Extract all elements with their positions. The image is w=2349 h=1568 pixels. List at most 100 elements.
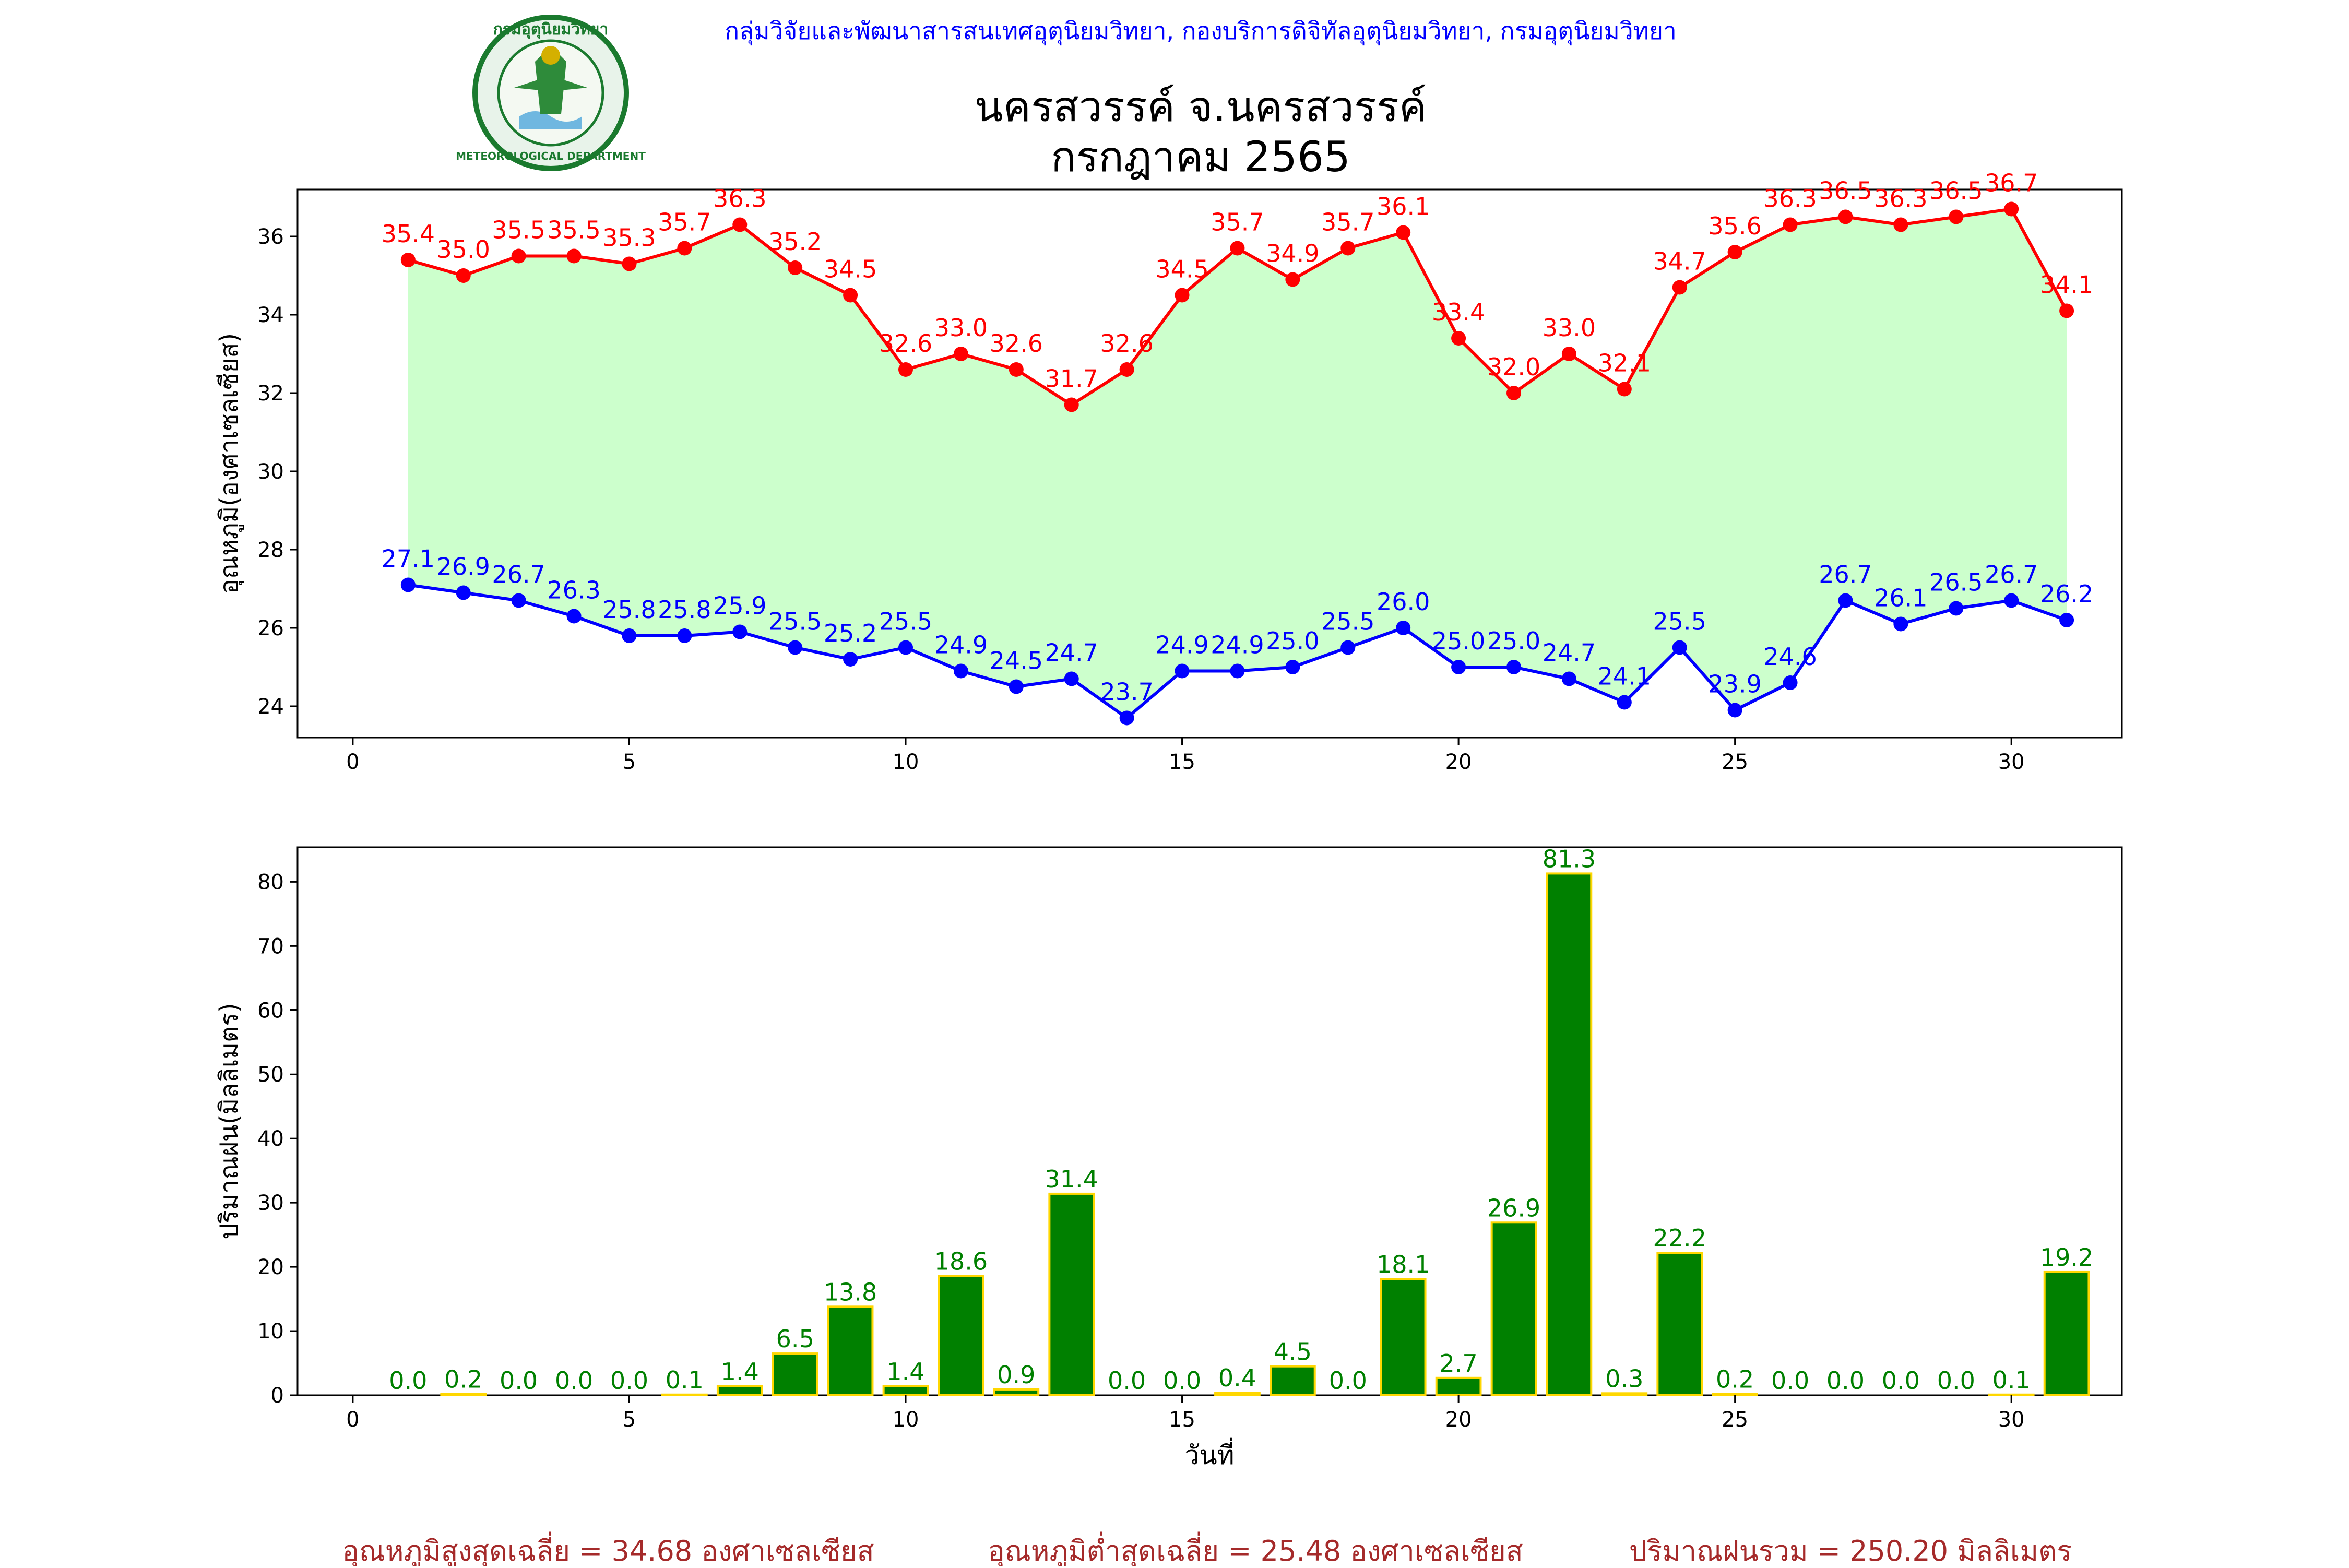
rainfall-bar-label: 1.4 — [721, 1358, 759, 1386]
rainfall-bar-label: 31.4 — [1045, 1165, 1098, 1193]
rainfall-bar — [1435, 1376, 1482, 1396]
max-temp-point — [1672, 280, 1687, 295]
rainfall-bar — [1380, 1278, 1427, 1396]
rainfall-bar-label: 18.1 — [1377, 1250, 1430, 1278]
max-temp-point — [677, 241, 692, 256]
min-temp-label: 25.8 — [602, 596, 656, 624]
min-temp-label: 25.0 — [1487, 627, 1540, 655]
temperature-ytick-layer: 24 26 28 30 32 34 36 — [257, 225, 298, 719]
min-temp-label: 25.5 — [879, 608, 932, 636]
min-temp-point — [2059, 613, 2074, 627]
max-temp-point — [1893, 217, 1908, 232]
min-temp-point — [788, 640, 803, 655]
rainfall-bar — [772, 1352, 818, 1397]
max-temp-point — [400, 253, 416, 267]
min-temp-label: 25.0 — [1266, 627, 1319, 655]
rainfall-bar-label: 0.0 — [1108, 1367, 1146, 1395]
max-temp-point — [898, 362, 913, 377]
max-temp-point — [843, 288, 858, 303]
min-temp-point — [1285, 660, 1300, 674]
rainfall-bar-label: 2.7 — [1440, 1349, 1478, 1377]
min-temp-label: 24.6 — [1763, 643, 1817, 671]
chart-title: นครสวรรค์ จ.นครสวรรค์ — [975, 82, 1427, 131]
min-temp-point — [456, 585, 471, 600]
rainfall-xtick-layer: 0 5 10 15 20 25 30 — [346, 1395, 2025, 1432]
rainfall-bar — [882, 1385, 929, 1396]
max-temp-point — [1561, 347, 1576, 361]
max-temp-point — [1396, 225, 1411, 240]
max-temp-point — [1174, 288, 1190, 303]
rainfall-bar-label: 0.1 — [1992, 1366, 2031, 1394]
min-temp-point — [2004, 593, 2019, 608]
max-temp-label: 36.1 — [1377, 193, 1430, 221]
temperature-ylabel: อุณหภูมิ(องศาเซลเซียส) — [215, 333, 244, 594]
min-temp-label: 24.1 — [1598, 662, 1651, 691]
min-temp-point — [898, 640, 913, 655]
max-temp-point — [2059, 303, 2074, 318]
temperature-range-band — [408, 209, 2067, 718]
temperature-xtick-label: 10 — [893, 750, 919, 774]
summary-total-rain: ปริมาณฝนรวม = 250.20 มิลลิเมตร — [1629, 1535, 2072, 1566]
max-temp-point — [566, 248, 582, 264]
rainfall-xtick-label: 15 — [1169, 1408, 1195, 1432]
min-temp-label: 26.2 — [2040, 580, 2093, 608]
rainfall-ylabel: ปริมาณฝน(มิลลิเมตร) — [215, 1003, 244, 1239]
min-temp-label: 26.7 — [492, 561, 545, 589]
temperature-ytick-label: 24 — [257, 695, 284, 719]
temperature-ytick-label: 32 — [257, 382, 284, 406]
max-temp-point — [1119, 362, 1134, 377]
rainfall-ytick-label: 60 — [257, 999, 284, 1023]
max-temp-label: 35.4 — [382, 220, 435, 248]
max-temp-label: 35.5 — [492, 216, 545, 244]
temperature-label-layer: 35.435.035.5 35.5 35.335.736.335.234.532.6… — [382, 169, 2094, 706]
min-temp-label: 23.9 — [1708, 670, 1761, 698]
rainfall-xlabel: วันที่ — [1184, 1438, 1234, 1470]
max-temp-label: 36.5 — [1819, 177, 1872, 205]
min-temp-label: 25.5 — [1321, 608, 1374, 636]
rainfall-bar-label: 22.2 — [1653, 1224, 1706, 1252]
rainfall-ytick-layer: 0 10 20 30 40 50 60 70 80 — [257, 870, 298, 1408]
max-temp-point — [1617, 382, 1632, 397]
max-temp-label: 36.3 — [713, 185, 766, 213]
min-temp-label: 24.7 — [1543, 639, 1596, 667]
min-temp-label: 24.9 — [934, 631, 988, 659]
temperature-ytick-label: 30 — [257, 460, 284, 484]
max-temp-point — [1949, 209, 1964, 224]
rainfall-bar — [1270, 1365, 1316, 1396]
logo: กรมอุตุนิยมวิทยา METEOROLOGICAL DEPARTME… — [456, 15, 646, 171]
min-temp-label: 25.0 — [1432, 627, 1485, 655]
max-temp-label: 36.3 — [1874, 185, 1927, 213]
rainfall-bar-label: 0.0 — [1826, 1367, 1865, 1395]
max-temp-point — [1230, 241, 1245, 256]
max-temp-label: 35.6 — [1708, 212, 1761, 240]
max-temp-label: 35.7 — [1321, 208, 1374, 236]
rainfall-bar — [440, 1393, 487, 1397]
rainfall-bar-label: 0.0 — [1163, 1367, 1201, 1395]
min-temp-label: 25.8 — [658, 596, 711, 624]
rainfall-xtick-label: 25 — [1722, 1408, 1748, 1432]
max-temp-label: 32.6 — [990, 329, 1043, 358]
max-temp-point — [1838, 209, 1853, 224]
max-temp-point — [1009, 362, 1024, 377]
min-temp-point — [1451, 660, 1466, 674]
rainfall-bar — [827, 1305, 874, 1397]
rainfall-bar-label: 13.8 — [824, 1278, 877, 1306]
summary-avg-max: อุณหภูมิสูงสุดเฉลี่ย = 34.68 องศาเซลเซีย… — [342, 1531, 874, 1566]
temperature-xtick-label: 30 — [1998, 750, 2025, 774]
rainfall-bar-label: 6.5 — [776, 1325, 814, 1353]
temperature-xtick-layer: 0 5 10 15 20 25 30 — [346, 738, 2025, 774]
rainfall-bar — [2043, 1270, 2090, 1396]
max-temp-point — [1783, 217, 1798, 232]
logo-text-top: กรมอุตุนิยมวิทยา — [493, 20, 608, 39]
min-temp-point — [1009, 679, 1024, 694]
rainfall-ytick-label: 20 — [257, 1255, 284, 1279]
rainfall-chart: 0.0 0.2 0.0 0.0 0.0 0.1 1.4 6.5 13.8 1.4 18.6 0.9 31… — [215, 845, 2123, 1470]
min-temp-label: 25.9 — [713, 592, 766, 620]
rainfall-bar-label: 0.9 — [997, 1361, 1035, 1389]
max-temp-label: 34.9 — [1266, 240, 1319, 268]
rainfall-ytick-label: 40 — [257, 1127, 284, 1151]
min-temp-point — [1949, 601, 1964, 616]
min-temp-point — [953, 663, 968, 679]
max-temp-label: 35.0 — [437, 235, 490, 264]
